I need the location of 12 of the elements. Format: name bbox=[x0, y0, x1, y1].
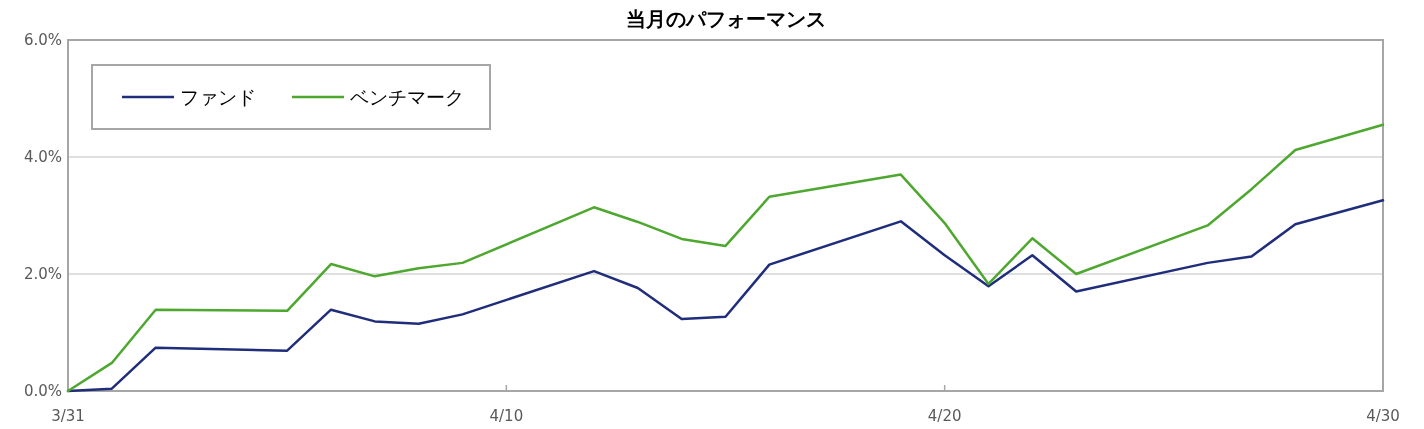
legend-label: ベンチマーク bbox=[350, 86, 464, 108]
y-tick-label: 0.0% bbox=[23, 382, 62, 400]
x-tick-label: 4/30 bbox=[1366, 407, 1400, 425]
line-series bbox=[66, 123, 1385, 393]
y-tick-label: 2.0% bbox=[23, 265, 62, 283]
y-tick-label: 4.0% bbox=[23, 148, 62, 166]
legend-label: ファンド bbox=[180, 86, 256, 108]
x-tick-label: 3/31 bbox=[51, 407, 85, 425]
x-tick-label: 4/20 bbox=[927, 407, 962, 425]
chart-title: 当月のパフォーマンス bbox=[625, 7, 826, 31]
y-tick-label: 6.0% bbox=[23, 31, 62, 49]
x-tick-label: 4/10 bbox=[489, 407, 524, 425]
